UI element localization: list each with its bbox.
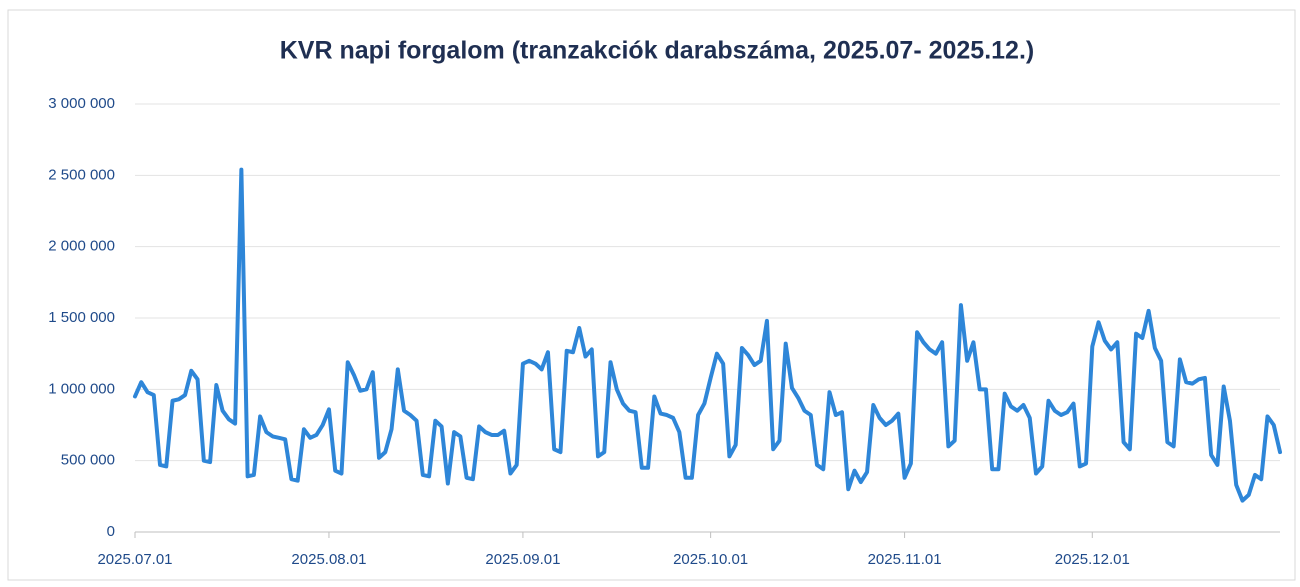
y-tick-label: 1 000 000 [48,380,115,397]
x-tick-label: 2025.07.01 [97,551,172,568]
x-tick-label: 2025.12.01 [1055,551,1130,568]
x-tick-label: 2025.08.01 [291,551,366,568]
x-tick-label: 2025.10.01 [673,551,748,568]
data-line [133,167,1282,503]
y-tick-label: 500 000 [61,452,115,469]
y-tick-label: 3 000 000 [48,95,115,112]
x-tick-label: 2025.11.01 [868,551,942,568]
x-tick-label: 2025.09.01 [485,551,560,568]
chart-frame [7,9,1296,581]
y-tick-label: 2 500 000 [48,166,115,183]
y-tick-label: 0 [107,523,115,540]
chart-title: KVR napi forgalom (tranzakciók darabszám… [280,37,1034,65]
y-tick-label: 2 000 000 [48,238,115,255]
y-tick-label: 1 500 000 [48,309,115,326]
